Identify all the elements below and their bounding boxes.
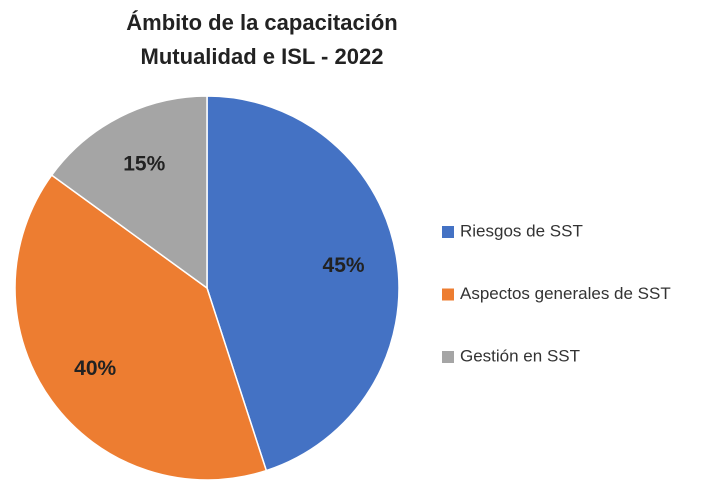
pie-slice [14, 174, 268, 481]
legend-label: Gestión en SST [460, 346, 580, 365]
pie-slice [50, 95, 208, 290]
legend-swatch [442, 226, 454, 238]
legend-swatch [442, 351, 454, 363]
pie-slice [206, 95, 400, 472]
data-label: 40% [74, 357, 116, 380]
legend-swatch [442, 288, 454, 301]
chart-title: Mutualidad e ISL - 2022 [141, 44, 384, 69]
data-label: 15% [123, 152, 165, 175]
chart-title: Ámbito de la capacitación [126, 10, 397, 35]
legend-label: Aspectos generales de SST [460, 284, 671, 303]
data-label: 45% [323, 254, 365, 277]
legend-label: Riesgos de SST [460, 221, 583, 240]
